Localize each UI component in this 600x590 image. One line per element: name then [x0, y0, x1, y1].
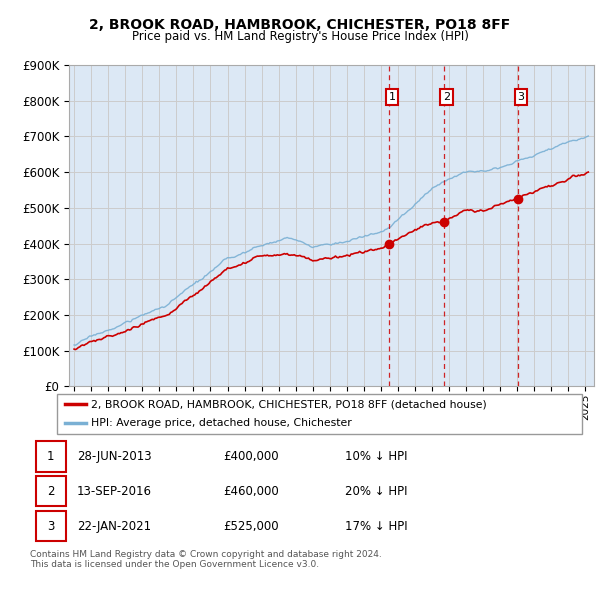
Text: HPI: Average price, detached house, Chichester: HPI: Average price, detached house, Chic… [91, 418, 352, 428]
Text: 1: 1 [47, 450, 55, 463]
Text: 2, BROOK ROAD, HAMBROOK, CHICHESTER, PO18 8FF: 2, BROOK ROAD, HAMBROOK, CHICHESTER, PO1… [89, 18, 511, 32]
Text: 3: 3 [517, 92, 524, 102]
Text: 10% ↓ HPI: 10% ↓ HPI [344, 450, 407, 463]
Text: 22-JAN-2021: 22-JAN-2021 [77, 520, 151, 533]
Text: Price paid vs. HM Land Registry's House Price Index (HPI): Price paid vs. HM Land Registry's House … [131, 30, 469, 43]
Text: £400,000: £400,000 [223, 450, 279, 463]
Bar [35, 476, 66, 506]
Text: 20% ↓ HPI: 20% ↓ HPI [344, 484, 407, 498]
Text: 2: 2 [443, 92, 450, 102]
Text: £460,000: £460,000 [223, 484, 279, 498]
Text: 2: 2 [47, 484, 55, 498]
Text: 3: 3 [47, 520, 55, 533]
Text: £525,000: £525,000 [223, 520, 279, 533]
Text: 28-JUN-2013: 28-JUN-2013 [77, 450, 152, 463]
Bar [35, 441, 66, 471]
Bar [35, 511, 66, 542]
Text: 2, BROOK ROAD, HAMBROOK, CHICHESTER, PO18 8FF (detached house): 2, BROOK ROAD, HAMBROOK, CHICHESTER, PO1… [91, 399, 487, 409]
Text: Contains HM Land Registry data © Crown copyright and database right 2024.
This d: Contains HM Land Registry data © Crown c… [30, 550, 382, 569]
Text: 1: 1 [388, 92, 395, 102]
Text: 17% ↓ HPI: 17% ↓ HPI [344, 520, 407, 533]
Text: 13-SEP-2016: 13-SEP-2016 [77, 484, 152, 498]
